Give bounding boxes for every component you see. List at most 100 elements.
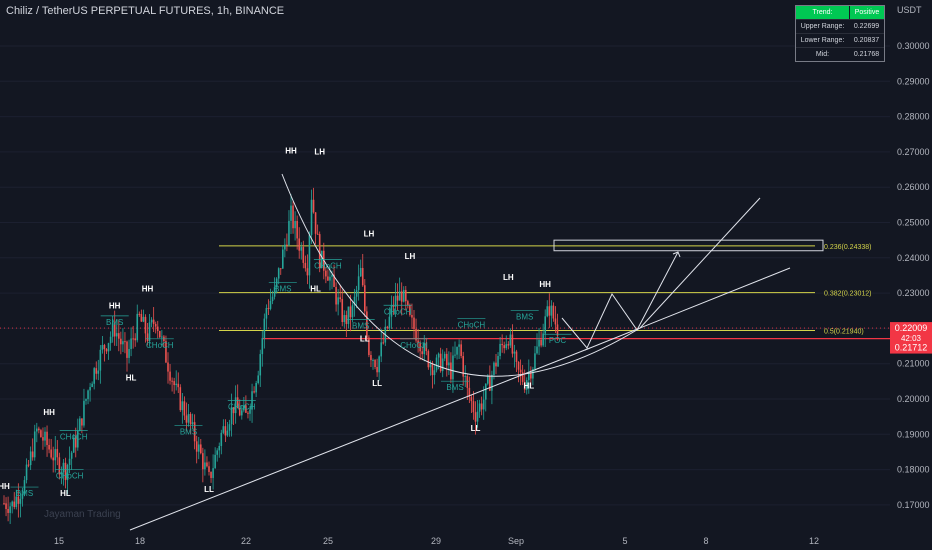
x-tick-label: 22 [241, 536, 251, 546]
candle-body [220, 432, 223, 446]
candle-body [474, 412, 477, 422]
candle-body [169, 371, 171, 381]
candle-body [359, 267, 362, 277]
candle-body [228, 424, 231, 431]
info-row-trend: Trend: Positive [796, 6, 884, 20]
price-axis[interactable]: 0.17000 0.18000 0.19000 0.20000 0.21000 0.220… [897, 5, 930, 510]
candle-body [25, 464, 28, 481]
candle-body [491, 374, 493, 391]
swing-label: LL [204, 485, 214, 494]
candle-body [138, 313, 141, 315]
candle-body [390, 305, 393, 317]
candle-body [253, 391, 255, 393]
candle-body [234, 397, 237, 414]
x-tick-label: 8 [703, 536, 708, 546]
candle-body [341, 299, 344, 323]
candle-body [208, 466, 210, 472]
candle-body [460, 344, 462, 357]
candle-body [427, 351, 430, 368]
trend-info-table: Trend: Positive Upper Range: 0.22699 Low… [795, 5, 885, 62]
candle-body [304, 262, 307, 269]
candle-body [232, 407, 235, 414]
candle-body [187, 414, 190, 423]
candle-body [161, 336, 163, 338]
candle-body [476, 411, 479, 422]
bar-countdown: 42:03 [901, 334, 922, 343]
structure-label: CHoCH [56, 471, 84, 480]
candle-body [93, 368, 95, 384]
candle-body [156, 326, 159, 332]
candle-body [513, 351, 516, 354]
time-axis[interactable]: 15 18 22 25 29 Sep 5 8 12 [54, 536, 819, 546]
structure-label: POC [549, 336, 567, 345]
candle-body [60, 472, 63, 475]
y-tick-label: 0.29000 [897, 76, 930, 86]
candle-body [273, 287, 276, 297]
candle-body [333, 274, 335, 287]
symbol-title[interactable]: Chiliz / TetherUS PERPETUAL FUTURES, 1h,… [6, 5, 285, 17]
candle-body [261, 338, 264, 355]
candle-body [241, 410, 243, 416]
candle-body [312, 199, 315, 213]
candle-body [167, 362, 169, 372]
candle-body [109, 336, 112, 344]
y-tick-label: 0.17000 [897, 500, 930, 510]
candle-body [183, 401, 186, 416]
candle-body [216, 450, 218, 455]
candle-body [355, 290, 358, 297]
swing-label: HH [109, 301, 121, 310]
swing-label: HH [43, 408, 55, 417]
candle-body [70, 452, 73, 459]
candle-body [64, 462, 67, 481]
candle-body [517, 361, 520, 370]
candle-body [40, 430, 42, 438]
candle-body [525, 380, 528, 390]
candle-body [247, 412, 249, 414]
y-tick-label: 0.24000 [897, 253, 930, 263]
candle-body [407, 301, 409, 306]
y-tick-label: 0.25000 [897, 218, 930, 228]
candle-body [314, 212, 317, 234]
swing-label: HH [0, 482, 10, 491]
candle-body [392, 305, 395, 307]
candle-body [536, 346, 538, 354]
candle-body [142, 316, 145, 322]
candle-body [411, 314, 413, 318]
candle-body [292, 205, 294, 229]
candle-body [554, 318, 557, 325]
candle-body [456, 346, 458, 355]
candle-body [42, 437, 44, 441]
candle-body [230, 407, 233, 425]
candle-body [181, 401, 184, 411]
candle-body [144, 316, 147, 334]
support-price-badge [890, 341, 932, 354]
candle-body [66, 464, 69, 481]
candle-body [515, 351, 518, 362]
swing-label: HH [285, 147, 297, 156]
candle-body [405, 289, 407, 302]
candle-body [300, 247, 303, 251]
candle-body [546, 306, 549, 317]
swing-label: LL [471, 424, 481, 433]
candle-body [218, 445, 221, 451]
info-value: 0.21768 [853, 51, 880, 58]
candle-body [238, 408, 241, 416]
candle-body [374, 360, 376, 368]
candle-body [364, 285, 366, 312]
candle-body [146, 333, 149, 342]
candle-body [282, 249, 284, 269]
candle-body [378, 356, 380, 373]
candle-body [204, 462, 206, 470]
candle-body [400, 291, 403, 302]
candle-body [105, 349, 108, 352]
candle-body [107, 343, 110, 352]
candle-body [454, 354, 456, 356]
candle-body [462, 356, 464, 377]
candle-body [489, 376, 491, 391]
candle-body [431, 364, 434, 376]
chart-drawings: 0.236(0.24338) 0.382(0.23012) 0.5(0.21940) [0, 239, 890, 340]
candle-body [439, 353, 442, 372]
candle-body [415, 329, 417, 341]
structure-label: BMS [180, 427, 197, 436]
